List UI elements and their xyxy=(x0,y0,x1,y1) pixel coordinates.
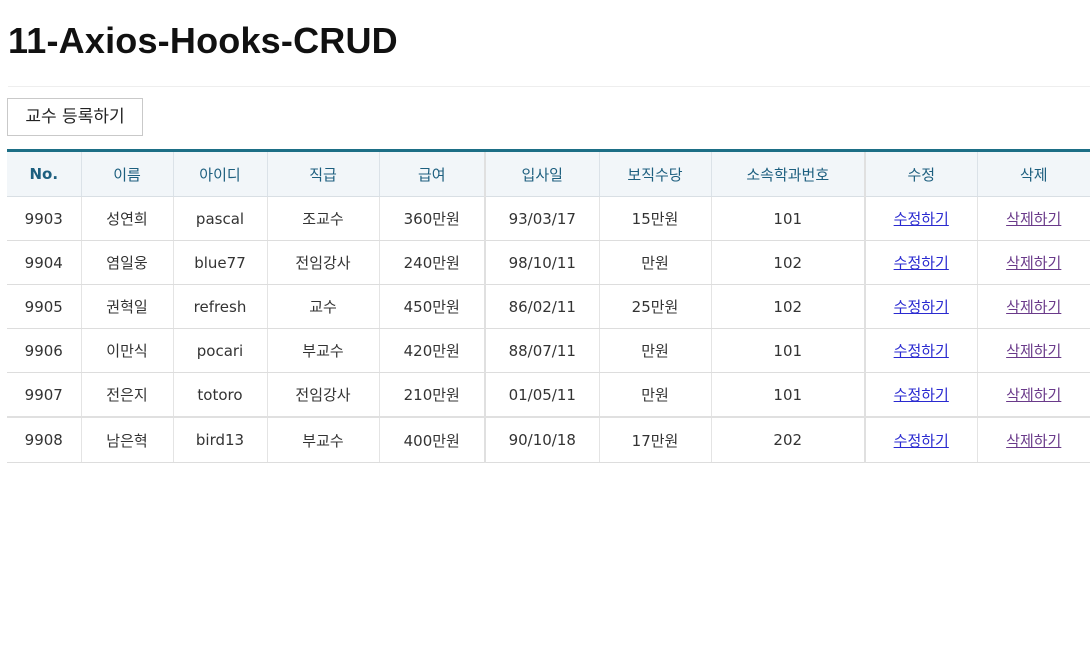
table-row: 9904 염일웅 blue77 전임강사 240만원 98/10/11 만원 1… xyxy=(7,240,1090,285)
cell-salary: 450만원 xyxy=(379,284,486,329)
cell-deptno: 102 xyxy=(711,240,866,285)
table-row: 9907 전은지 totoro 전임강사 210만원 01/05/11 만원 1… xyxy=(7,372,1090,418)
col-header-allowance: 보직수당 xyxy=(599,149,712,197)
cell-allowance: 15만원 xyxy=(599,196,712,241)
cell-allowance: 25만원 xyxy=(599,284,712,329)
cell-no: 9906 xyxy=(7,328,82,373)
cell-hiredate: 93/03/17 xyxy=(485,196,600,241)
col-header-position: 직급 xyxy=(267,149,380,197)
table-header-row: No. 이름 아이디 직급 급여 입사일 보직수당 소속학과번호 수정 삭제 xyxy=(7,149,1090,197)
edit-link[interactable]: 수정하기 xyxy=(893,342,949,360)
cell-delete: 삭제하기 xyxy=(977,196,1090,241)
cell-userid: totoro xyxy=(173,372,268,418)
cell-name: 전은지 xyxy=(81,372,174,418)
col-header-hiredate: 입사일 xyxy=(485,149,600,197)
cell-hiredate: 90/10/18 xyxy=(485,416,600,463)
cell-edit: 수정하기 xyxy=(865,416,978,463)
cell-no: 9903 xyxy=(7,196,82,241)
cell-edit: 수정하기 xyxy=(865,196,978,241)
cell-delete: 삭제하기 xyxy=(977,284,1090,329)
cell-deptno: 101 xyxy=(711,196,866,241)
cell-position: 전임강사 xyxy=(267,240,380,285)
cell-salary: 240만원 xyxy=(379,240,486,285)
cell-deptno: 202 xyxy=(711,416,866,463)
cell-edit: 수정하기 xyxy=(865,372,978,418)
cell-hiredate: 88/07/11 xyxy=(485,328,600,373)
cell-position: 교수 xyxy=(267,284,380,329)
cell-position: 전임강사 xyxy=(267,372,380,418)
cell-no: 9904 xyxy=(7,240,82,285)
table-row: 9906 이만식 pocari 부교수 420만원 88/07/11 만원 10… xyxy=(7,328,1090,373)
cell-salary: 210만원 xyxy=(379,372,486,418)
cell-deptno: 102 xyxy=(711,284,866,329)
professor-table: No. 이름 아이디 직급 급여 입사일 보직수당 소속학과번호 수정 삭제 9… xyxy=(7,149,1090,463)
cell-hiredate: 98/10/11 xyxy=(485,240,600,285)
delete-link[interactable]: 삭제하기 xyxy=(1006,342,1062,360)
cell-name: 염일웅 xyxy=(81,240,174,285)
delete-link[interactable]: 삭제하기 xyxy=(1006,431,1062,450)
cell-userid: pocari xyxy=(173,328,268,373)
edit-link[interactable]: 수정하기 xyxy=(893,386,949,404)
cell-allowance: 만원 xyxy=(599,372,712,418)
cell-deptno: 101 xyxy=(711,328,866,373)
cell-no: 9908 xyxy=(7,416,82,463)
delete-link[interactable]: 삭제하기 xyxy=(1006,210,1062,228)
cell-position: 조교수 xyxy=(267,196,380,241)
cell-userid: refresh xyxy=(173,284,268,329)
cell-salary: 420만원 xyxy=(379,328,486,373)
cell-name: 권혁일 xyxy=(81,284,174,329)
page-title: 11-Axios-Hooks-CRUD xyxy=(8,20,398,61)
table-row: 9903 성연희 pascal 조교수 360만원 93/03/17 15만원 … xyxy=(7,196,1090,241)
cell-userid: blue77 xyxy=(173,240,268,285)
table-row: 9905 권혁일 refresh 교수 450만원 86/02/11 25만원 … xyxy=(7,284,1090,329)
delete-link[interactable]: 삭제하기 xyxy=(1006,386,1062,404)
cell-hiredate: 86/02/11 xyxy=(485,284,600,329)
edit-link[interactable]: 수정하기 xyxy=(893,431,949,450)
cell-hiredate: 01/05/11 xyxy=(485,372,600,418)
cell-edit: 수정하기 xyxy=(865,240,978,285)
add-professor-button[interactable]: 교수 등록하기 xyxy=(7,98,143,136)
cell-delete: 삭제하기 xyxy=(977,328,1090,373)
cell-userid: bird13 xyxy=(173,416,268,463)
cell-allowance: 17만원 xyxy=(599,416,712,463)
cell-name: 이만식 xyxy=(81,328,174,373)
edit-link[interactable]: 수정하기 xyxy=(893,254,949,272)
cell-no: 9905 xyxy=(7,284,82,329)
col-header-no: No. xyxy=(7,149,82,197)
col-header-salary: 급여 xyxy=(379,149,486,197)
title-divider xyxy=(8,86,1090,87)
cell-salary: 400만원 xyxy=(379,416,486,463)
cell-position: 부교수 xyxy=(267,328,380,373)
cell-position: 부교수 xyxy=(267,416,380,463)
col-header-deptno: 소속학과번호 xyxy=(711,149,866,197)
cell-no: 9907 xyxy=(7,372,82,418)
col-header-userid: 아이디 xyxy=(173,149,268,197)
cell-allowance: 만원 xyxy=(599,240,712,285)
col-header-name: 이름 xyxy=(81,149,174,197)
cell-deptno: 101 xyxy=(711,372,866,418)
cell-edit: 수정하기 xyxy=(865,284,978,329)
delete-link[interactable]: 삭제하기 xyxy=(1006,298,1062,316)
cell-delete: 삭제하기 xyxy=(977,372,1090,418)
cell-name: 성연희 xyxy=(81,196,174,241)
edit-link[interactable]: 수정하기 xyxy=(893,298,949,316)
col-header-delete: 삭제 xyxy=(977,149,1090,197)
cell-delete: 삭제하기 xyxy=(977,416,1090,463)
cell-edit: 수정하기 xyxy=(865,328,978,373)
cell-userid: pascal xyxy=(173,196,268,241)
table-row: 9908 남은혁 bird13 부교수 400만원 90/10/18 17만원 … xyxy=(7,416,1090,463)
col-header-edit: 수정 xyxy=(865,149,978,197)
delete-link[interactable]: 삭제하기 xyxy=(1006,254,1062,272)
cell-salary: 360만원 xyxy=(379,196,486,241)
cell-delete: 삭제하기 xyxy=(977,240,1090,285)
edit-link[interactable]: 수정하기 xyxy=(893,210,949,228)
cell-name: 남은혁 xyxy=(81,416,174,463)
cell-allowance: 만원 xyxy=(599,328,712,373)
